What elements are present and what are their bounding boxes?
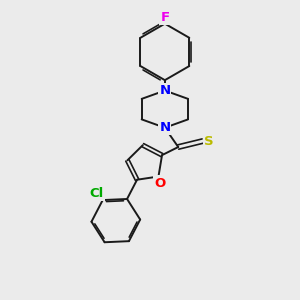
Text: Cl: Cl [89, 187, 104, 200]
Text: N: N [159, 121, 170, 134]
Text: F: F [160, 11, 170, 24]
Text: O: O [154, 176, 166, 190]
Text: N: N [159, 84, 170, 97]
Text: S: S [204, 135, 214, 148]
